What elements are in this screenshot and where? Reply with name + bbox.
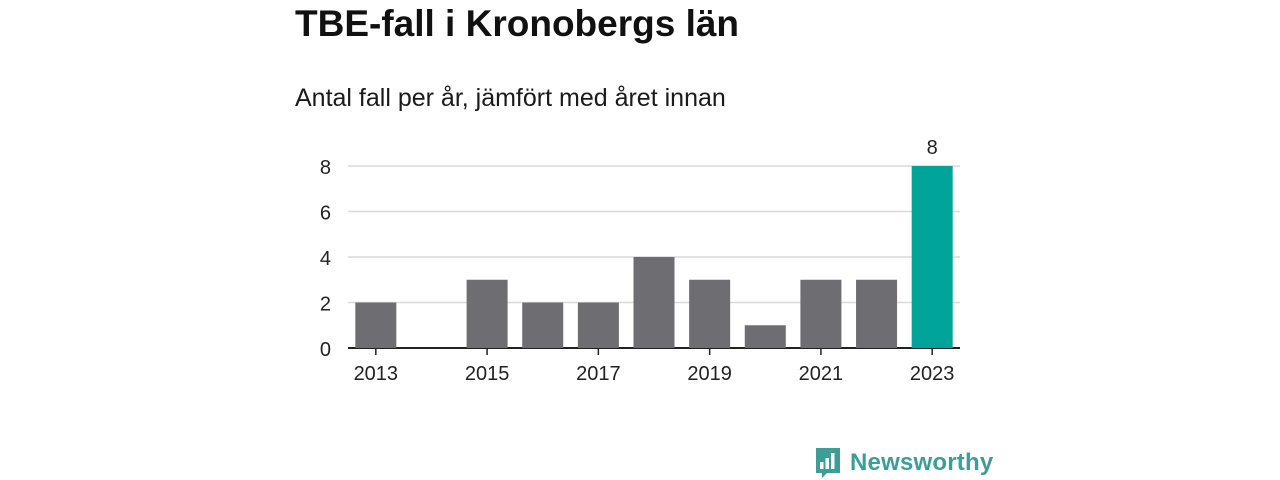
data-labels: 8 (927, 137, 938, 159)
chart-subtitle: Antal fall per år, jämfört med året inna… (295, 84, 726, 112)
bar-2017 (577, 302, 619, 348)
y-tick-label: 2 (320, 294, 331, 316)
bars (355, 166, 953, 348)
bar-2020 (744, 325, 786, 348)
y-tick-label: 6 (320, 203, 331, 225)
y-tick-label: 4 (320, 248, 331, 270)
newsworthy-brand: Newsworthy (814, 446, 993, 480)
bar-2022 (856, 279, 898, 348)
brand-name: Newsworthy (850, 449, 994, 476)
bar-2015 (466, 279, 508, 348)
bar-2018 (633, 257, 675, 348)
bar-2023 (911, 166, 953, 348)
y-tick-label: 0 (320, 339, 331, 361)
x-tick-label: 2021 (799, 363, 844, 385)
x-tick-label: 2019 (687, 363, 732, 385)
bar-2021 (800, 279, 842, 348)
bar-chart-speech-bubble-icon (816, 448, 840, 478)
y-tick-label: 8 (320, 157, 331, 179)
bar-2013 (355, 302, 397, 348)
bar-2016 (522, 302, 564, 348)
x-tick-label: 2015 (465, 363, 510, 385)
bar-2019 (689, 279, 731, 348)
y-axis-labels: 0 2 4 6 8 (320, 157, 331, 361)
x-tick-label: 2023 (910, 363, 955, 385)
data-label-2023: 8 (927, 137, 938, 159)
chart-title: TBE-fall i Kronobergs län (295, 3, 740, 44)
x-tick-label: 2017 (576, 363, 621, 385)
x-axis-labels: 2013 2015 2017 2019 2021 2023 (354, 348, 955, 385)
x-tick-label: 2013 (354, 363, 399, 385)
